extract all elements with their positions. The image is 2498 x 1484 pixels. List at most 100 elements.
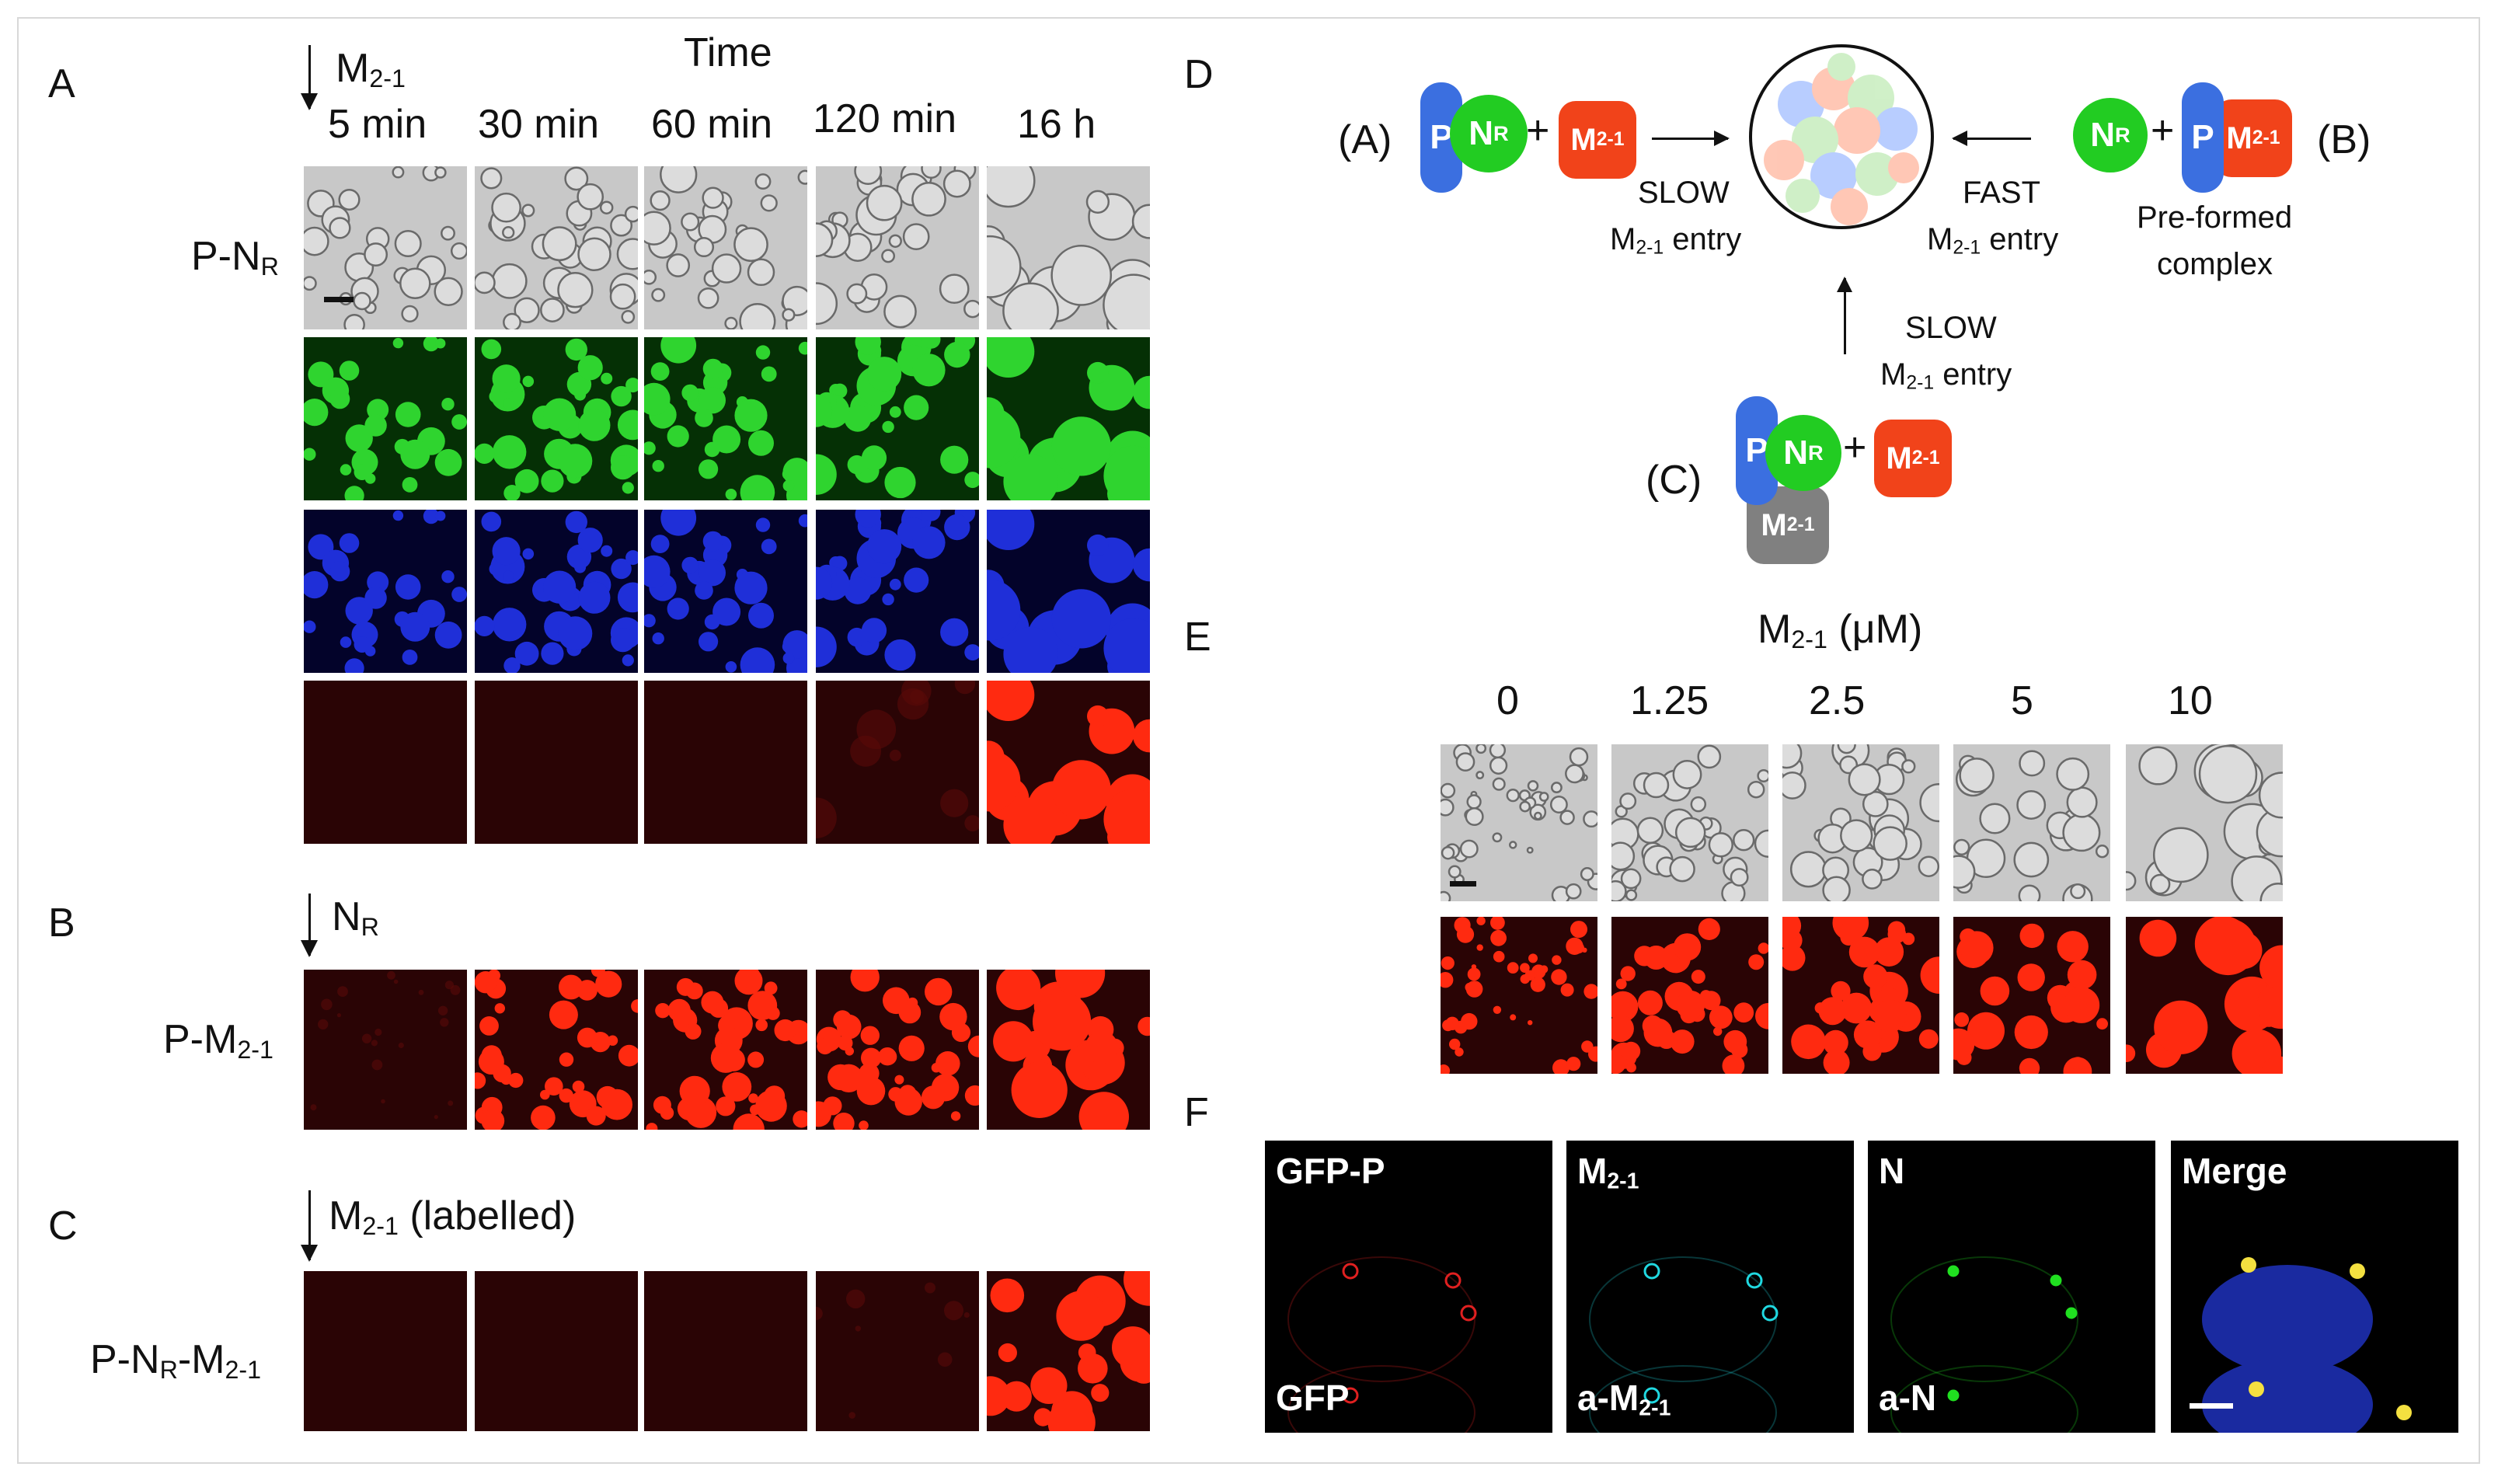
droplet (611, 455, 636, 480)
droplet (2149, 873, 2171, 895)
droplet (625, 550, 638, 566)
droplet (1047, 1399, 1096, 1431)
droplet (1103, 445, 1150, 500)
droplet (559, 1088, 573, 1103)
droplet (1920, 956, 1939, 994)
conc-0: 0 (1496, 678, 1519, 723)
microscopy-cell-tile: Merge (2171, 1141, 2458, 1433)
inclusion-body (1643, 1387, 1660, 1404)
droplet (1493, 950, 1505, 963)
droplet (395, 402, 421, 427)
droplet (340, 636, 352, 648)
droplet (1674, 817, 1706, 848)
inclusion-body (1342, 1263, 1359, 1280)
panel-a-added-label: M2-1 (336, 46, 406, 93)
droplet (1003, 797, 1058, 844)
droplet (435, 338, 446, 349)
droplet (667, 597, 689, 620)
droplet (1549, 796, 1568, 813)
droplet (685, 1022, 702, 1040)
droplet (577, 183, 604, 211)
red-fluorescence-tile (1782, 917, 1939, 1074)
droplet (701, 991, 724, 1014)
blue-fluorescence-tile (475, 510, 638, 673)
arrow-down-c (301, 1190, 318, 1262)
droplet (1456, 925, 1475, 943)
droplet (1078, 1343, 1096, 1361)
droplet (1003, 626, 1058, 673)
droplet (845, 1047, 854, 1056)
brightfield-tile (2126, 744, 2283, 901)
droplet (993, 1021, 1034, 1062)
droplet (1078, 1092, 1129, 1130)
droplet (399, 267, 431, 300)
droplet (304, 620, 316, 633)
brightfield-tile (304, 166, 467, 329)
droplet (2258, 772, 2283, 819)
droplet (1862, 869, 1883, 890)
droplet (734, 571, 768, 604)
droplet (565, 510, 587, 534)
droplet (944, 514, 970, 541)
droplet (846, 1289, 866, 1308)
droplet (578, 581, 611, 614)
droplet (816, 222, 834, 257)
droplet (1528, 953, 1538, 963)
droplet (1131, 204, 1150, 239)
droplet (716, 1096, 736, 1116)
droplet (492, 537, 521, 566)
droplet (1953, 1028, 1975, 1061)
droplet (1848, 936, 1880, 968)
inclusion-body (2396, 1405, 2412, 1420)
droplet (1636, 817, 1664, 845)
red-fluorescence-tile (304, 681, 467, 844)
droplet (644, 269, 657, 285)
droplet (1755, 1002, 1768, 1029)
droplet (1691, 970, 1705, 984)
droplet (748, 602, 774, 629)
droplet (940, 789, 969, 817)
droplet (2013, 841, 2050, 878)
droplet (1713, 1026, 1723, 1036)
droplet (747, 258, 775, 287)
label-text: GFP-P (1276, 1151, 1385, 1191)
droplet (761, 366, 777, 382)
droplet (944, 341, 970, 368)
inclusion-body (1460, 1305, 1477, 1322)
droplet (321, 998, 333, 1011)
droplet (748, 1093, 758, 1103)
droplet (618, 1044, 638, 1067)
droplet (644, 555, 671, 588)
droplet (607, 1035, 618, 1046)
droplet (867, 529, 902, 564)
droplet (2016, 790, 2047, 820)
droplet (699, 559, 726, 587)
droplet (1492, 777, 1506, 791)
droplet (1611, 991, 1639, 1022)
droplet (1133, 548, 1150, 582)
droplet (329, 561, 350, 582)
droplet (823, 1096, 842, 1116)
droplet (444, 981, 454, 990)
arrow-down-b (301, 894, 318, 957)
droplet (1085, 190, 1110, 214)
droplet (1619, 793, 1637, 810)
label-text: M (1577, 1151, 1608, 1191)
droplet (491, 192, 521, 223)
droplet (1611, 841, 1636, 871)
droplet (1051, 760, 1111, 820)
droplet (1055, 970, 1106, 998)
droplet (1967, 1012, 2005, 1050)
droplet (521, 204, 535, 218)
droplet (912, 526, 946, 559)
droplet (503, 657, 521, 673)
droplet (1672, 759, 1702, 789)
droplet (450, 242, 467, 260)
droplet (337, 986, 348, 997)
droplet (653, 1096, 671, 1114)
droplet (1698, 918, 1720, 940)
droplet (793, 1110, 807, 1128)
inclusion-body (1643, 1263, 1660, 1280)
droplet (782, 308, 796, 322)
droplet (2256, 981, 2283, 1029)
